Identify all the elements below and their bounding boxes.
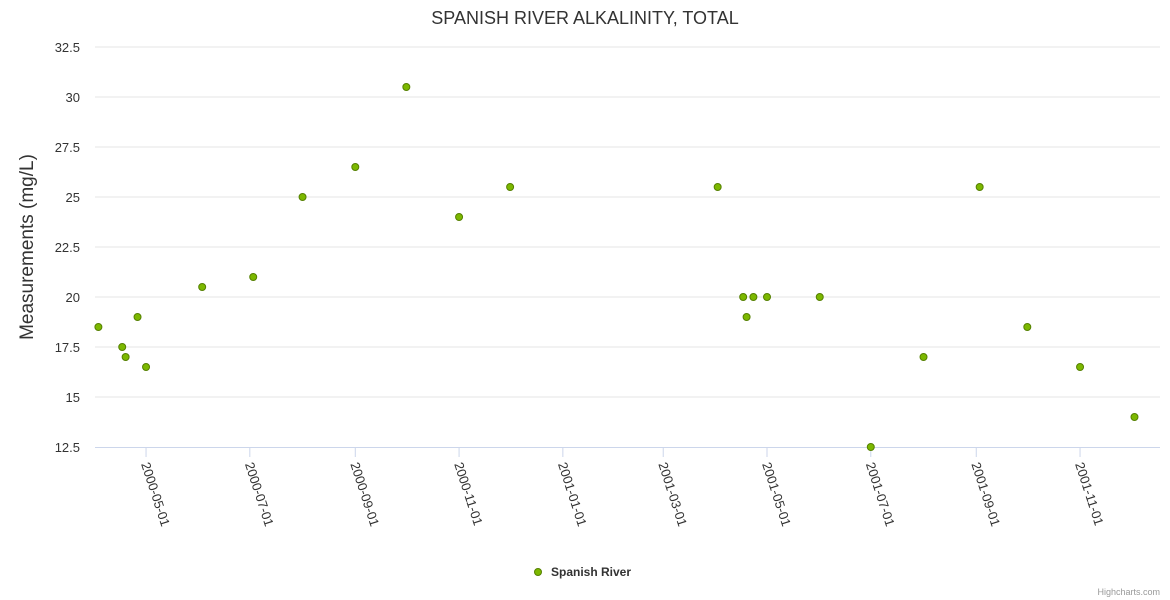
y-tick-label: 20: [66, 290, 80, 305]
data-point[interactable]: [713, 183, 722, 191]
data-point[interactable]: [749, 293, 758, 301]
x-tick-label: 2000-09-01: [347, 460, 382, 528]
y-axis-ticks: 12.5 15 17.5 20 22.5 25 27.5 30 32.5: [55, 40, 80, 455]
data-point[interactable]: [298, 193, 307, 201]
chart-title: SPANISH RIVER ALKALINITY, TOTAL: [431, 8, 738, 28]
x-tick-label: 2001-09-01: [968, 460, 1003, 528]
y-axis-label: Measurements (mg/L): [17, 154, 38, 340]
x-tick-label: 2001-07-01: [863, 460, 898, 528]
y-tick-label: 30: [66, 90, 80, 105]
scatter-points: [94, 83, 1139, 451]
data-point[interactable]: [919, 353, 928, 361]
data-point[interactable]: [975, 183, 984, 191]
x-tick-label: 2000-11-01: [451, 460, 486, 527]
x-tick-label: 2001-11-01: [1072, 460, 1107, 527]
data-point[interactable]: [121, 353, 130, 361]
x-tick-label: 2001-05-01: [759, 460, 794, 528]
data-point[interactable]: [506, 183, 515, 191]
x-tick-label: 2001-01-01: [555, 460, 590, 528]
data-point[interactable]: [94, 323, 103, 331]
y-tick-label: 32.5: [55, 40, 80, 55]
data-point[interactable]: [739, 293, 748, 301]
data-point[interactable]: [742, 313, 751, 321]
x-tick-label: 2001-03-01: [655, 460, 690, 528]
x-axis: 2000-05-01 2000-07-01 2000-09-01 2000-11-01…: [95, 447, 1160, 528]
data-point[interactable]: [815, 293, 824, 301]
data-point[interactable]: [1130, 413, 1139, 421]
legend-label-spanish-river[interactable]: Spanish River: [551, 565, 631, 579]
data-point[interactable]: [351, 163, 360, 171]
x-tick-label: 2000-05-01: [138, 460, 173, 528]
credits-link[interactable]: Highcharts.com: [1097, 587, 1160, 597]
data-point[interactable]: [198, 283, 207, 291]
data-point[interactable]: [118, 343, 127, 351]
data-point[interactable]: [133, 313, 142, 321]
x-tick-label: 2000-07-01: [242, 460, 277, 528]
y-tick-label: 27.5: [55, 140, 80, 155]
data-point[interactable]: [402, 83, 411, 91]
y-tick-label: 22.5: [55, 240, 80, 255]
data-point[interactable]: [866, 443, 875, 451]
y-tick-label: 25: [66, 190, 80, 205]
legend-marker: [534, 568, 542, 576]
data-point[interactable]: [1076, 363, 1085, 371]
y-tick-label: 15: [66, 390, 80, 405]
y-tick-label: 17.5: [55, 340, 80, 355]
data-point[interactable]: [249, 273, 258, 281]
data-point[interactable]: [455, 213, 464, 221]
grid-lines: [95, 46, 1160, 398]
data-point[interactable]: [1023, 323, 1032, 331]
data-point[interactable]: [763, 293, 772, 301]
y-tick-label: 12.5: [55, 440, 80, 455]
legend[interactable]: Spanish River: [534, 565, 632, 579]
data-point[interactable]: [142, 363, 151, 371]
